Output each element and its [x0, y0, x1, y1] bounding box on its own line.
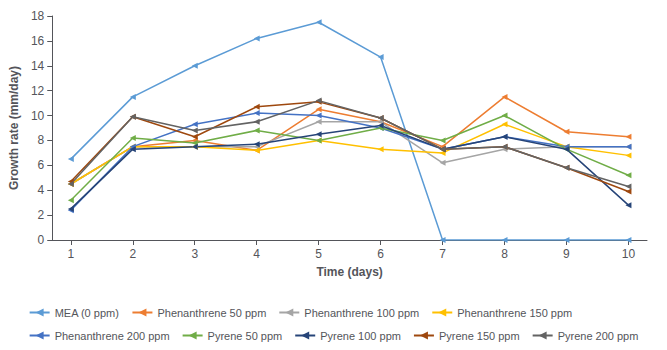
- svg-text:8: 8: [501, 247, 508, 261]
- svg-text:Time (days): Time (days): [316, 265, 382, 279]
- svg-text:4: 4: [38, 183, 45, 197]
- svg-text:3: 3: [191, 247, 198, 261]
- svg-text:Growth rate (mm/day): Growth rate (mm/day): [7, 66, 21, 190]
- svg-text:4: 4: [253, 247, 260, 261]
- svg-text:2: 2: [129, 247, 136, 261]
- svg-text:10: 10: [31, 109, 45, 123]
- svg-text:12: 12: [31, 84, 45, 98]
- svg-text:Pyrene 150 ppm: Pyrene 150 ppm: [439, 330, 520, 342]
- svg-text:0: 0: [38, 233, 45, 247]
- svg-text:9: 9: [563, 247, 570, 261]
- svg-text:Pyrene 100 ppm: Pyrene 100 ppm: [320, 330, 401, 342]
- svg-text:18: 18: [31, 9, 45, 23]
- svg-text:7: 7: [439, 247, 446, 261]
- svg-text:8: 8: [38, 133, 45, 147]
- svg-text:Phenanthrene 150 ppm: Phenanthrene 150 ppm: [457, 307, 572, 319]
- svg-text:6: 6: [377, 247, 384, 261]
- svg-text:5: 5: [315, 247, 322, 261]
- svg-text:Phenanthrene 50 ppm: Phenanthrene 50 ppm: [157, 307, 266, 319]
- svg-text:6: 6: [38, 158, 45, 172]
- svg-text:14: 14: [31, 59, 45, 73]
- svg-text:Pyrene 200 ppm: Pyrene 200 ppm: [558, 330, 639, 342]
- svg-text:Phenanthrene 100 ppm: Phenanthrene 100 ppm: [304, 307, 419, 319]
- svg-text:16: 16: [31, 34, 45, 48]
- svg-text:MEA (0 ppm): MEA (0 ppm): [55, 307, 119, 319]
- svg-text:Pyrene 50 ppm: Pyrene 50 ppm: [208, 330, 283, 342]
- svg-text:Phenanthrene 200 ppm: Phenanthrene 200 ppm: [55, 330, 170, 342]
- svg-text:2: 2: [38, 208, 45, 222]
- svg-text:1: 1: [67, 247, 74, 261]
- svg-text:10: 10: [622, 247, 636, 261]
